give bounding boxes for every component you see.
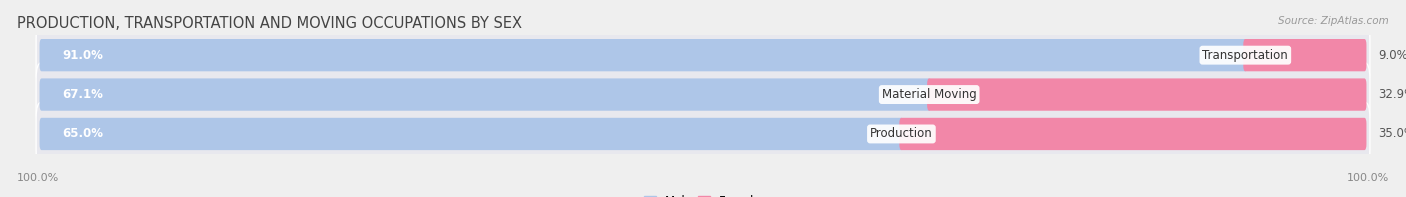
Text: 91.0%: 91.0% xyxy=(62,49,103,62)
Text: Production: Production xyxy=(870,127,932,140)
Text: 35.0%: 35.0% xyxy=(1378,127,1406,140)
FancyBboxPatch shape xyxy=(37,23,1369,87)
Text: 9.0%: 9.0% xyxy=(1378,49,1406,62)
FancyBboxPatch shape xyxy=(39,118,904,150)
FancyBboxPatch shape xyxy=(927,78,1367,111)
Text: 32.9%: 32.9% xyxy=(1378,88,1406,101)
Text: Material Moving: Material Moving xyxy=(882,88,977,101)
FancyBboxPatch shape xyxy=(39,39,1247,71)
Text: PRODUCTION, TRANSPORTATION AND MOVING OCCUPATIONS BY SEX: PRODUCTION, TRANSPORTATION AND MOVING OC… xyxy=(17,16,522,31)
Legend: Male, Female: Male, Female xyxy=(640,190,766,197)
FancyBboxPatch shape xyxy=(37,102,1369,166)
Text: Source: ZipAtlas.com: Source: ZipAtlas.com xyxy=(1278,16,1389,26)
Text: 100.0%: 100.0% xyxy=(17,173,59,183)
FancyBboxPatch shape xyxy=(900,118,1367,150)
Text: 67.1%: 67.1% xyxy=(62,88,103,101)
Text: 100.0%: 100.0% xyxy=(1347,173,1389,183)
FancyBboxPatch shape xyxy=(1243,39,1367,71)
FancyBboxPatch shape xyxy=(37,63,1369,126)
Text: Transportation: Transportation xyxy=(1202,49,1288,62)
FancyBboxPatch shape xyxy=(39,78,931,111)
Text: 65.0%: 65.0% xyxy=(62,127,103,140)
